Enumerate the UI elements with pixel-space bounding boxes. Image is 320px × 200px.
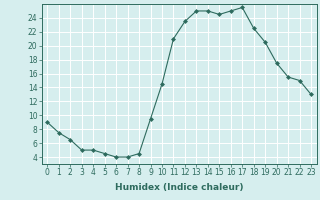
X-axis label: Humidex (Indice chaleur): Humidex (Indice chaleur) xyxy=(115,183,244,192)
